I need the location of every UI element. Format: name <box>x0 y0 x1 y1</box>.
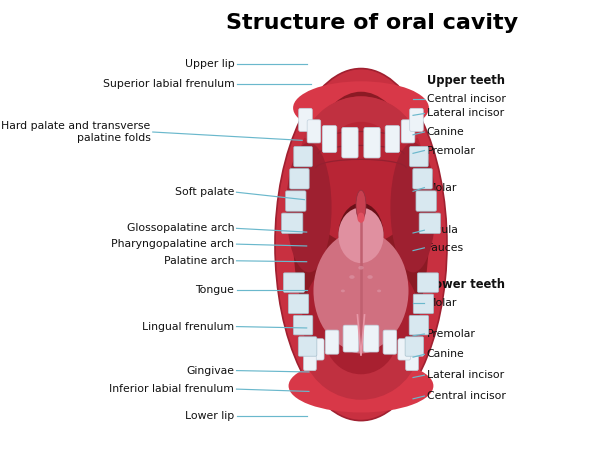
Ellipse shape <box>358 212 365 223</box>
Ellipse shape <box>313 231 409 351</box>
Text: Soft palate: Soft palate <box>175 187 234 197</box>
Text: Glossopalatine arch: Glossopalatine arch <box>127 223 234 233</box>
FancyBboxPatch shape <box>298 337 317 356</box>
FancyBboxPatch shape <box>286 191 306 211</box>
Text: Uvula: Uvula <box>427 225 457 235</box>
Text: Gingivae: Gingivae <box>186 365 234 376</box>
Ellipse shape <box>367 275 373 279</box>
Text: Palatine arch: Palatine arch <box>164 256 234 266</box>
Text: Upper lip: Upper lip <box>185 59 234 69</box>
Text: Tongue: Tongue <box>196 286 234 295</box>
Text: Canine: Canine <box>427 127 464 137</box>
FancyBboxPatch shape <box>294 146 313 167</box>
Text: Structure of oral cavity: Structure of oral cavity <box>226 13 518 33</box>
Ellipse shape <box>286 143 332 272</box>
Text: Hard palate and transverse
palatine folds: Hard palate and transverse palatine fold… <box>1 121 151 144</box>
FancyBboxPatch shape <box>283 273 305 292</box>
FancyBboxPatch shape <box>413 169 432 189</box>
FancyBboxPatch shape <box>398 339 410 360</box>
FancyBboxPatch shape <box>364 325 379 352</box>
FancyBboxPatch shape <box>299 108 312 131</box>
Text: Superior labial frenulum: Superior labial frenulum <box>103 79 234 89</box>
FancyBboxPatch shape <box>416 191 436 211</box>
Ellipse shape <box>302 254 420 384</box>
Ellipse shape <box>293 92 429 379</box>
FancyBboxPatch shape <box>413 294 434 314</box>
Ellipse shape <box>338 203 383 268</box>
Ellipse shape <box>356 190 366 220</box>
Ellipse shape <box>377 289 381 292</box>
Text: Fauces: Fauces <box>427 243 464 253</box>
FancyBboxPatch shape <box>419 213 440 233</box>
Wedge shape <box>304 350 418 400</box>
FancyBboxPatch shape <box>401 120 415 143</box>
Text: Premolar: Premolar <box>427 145 475 156</box>
Ellipse shape <box>293 81 429 135</box>
Text: Lateral incisor: Lateral incisor <box>427 109 504 118</box>
Ellipse shape <box>358 266 364 270</box>
Text: Central incisor: Central incisor <box>427 94 505 103</box>
FancyBboxPatch shape <box>405 337 424 356</box>
FancyBboxPatch shape <box>406 350 418 370</box>
Text: Pharyngopalatine arch: Pharyngopalatine arch <box>111 239 234 249</box>
Ellipse shape <box>338 321 383 353</box>
Ellipse shape <box>338 207 383 263</box>
FancyBboxPatch shape <box>311 339 324 360</box>
Wedge shape <box>304 96 418 146</box>
FancyBboxPatch shape <box>293 315 313 335</box>
FancyBboxPatch shape <box>342 127 358 158</box>
FancyBboxPatch shape <box>418 273 439 292</box>
FancyBboxPatch shape <box>290 169 309 189</box>
Text: Molar: Molar <box>427 298 457 308</box>
FancyBboxPatch shape <box>410 146 428 167</box>
FancyBboxPatch shape <box>322 126 337 152</box>
Text: Molar: Molar <box>427 183 457 192</box>
Text: Lower lip: Lower lip <box>185 411 234 421</box>
FancyBboxPatch shape <box>304 350 316 370</box>
Ellipse shape <box>298 96 424 245</box>
FancyBboxPatch shape <box>410 108 423 131</box>
FancyBboxPatch shape <box>409 315 428 335</box>
FancyBboxPatch shape <box>364 127 380 158</box>
FancyBboxPatch shape <box>325 330 339 354</box>
Ellipse shape <box>289 359 433 412</box>
Ellipse shape <box>275 69 447 421</box>
Text: Canine: Canine <box>427 350 464 359</box>
FancyBboxPatch shape <box>383 330 397 354</box>
Text: Lateral incisor: Lateral incisor <box>427 370 504 380</box>
Ellipse shape <box>349 275 355 279</box>
Text: Lingual frenulum: Lingual frenulum <box>142 322 234 332</box>
Text: Upper teeth: Upper teeth <box>427 74 505 87</box>
Text: Premolar: Premolar <box>427 329 475 339</box>
FancyBboxPatch shape <box>289 294 309 314</box>
FancyBboxPatch shape <box>281 213 303 233</box>
Text: Lower teeth: Lower teeth <box>427 278 505 291</box>
Text: Inferior labial frenulum: Inferior labial frenulum <box>109 384 234 394</box>
FancyBboxPatch shape <box>385 126 400 152</box>
FancyBboxPatch shape <box>343 325 359 352</box>
Ellipse shape <box>391 143 436 272</box>
FancyBboxPatch shape <box>307 120 321 143</box>
Text: Central incisor: Central incisor <box>427 391 505 401</box>
Ellipse shape <box>341 289 345 292</box>
